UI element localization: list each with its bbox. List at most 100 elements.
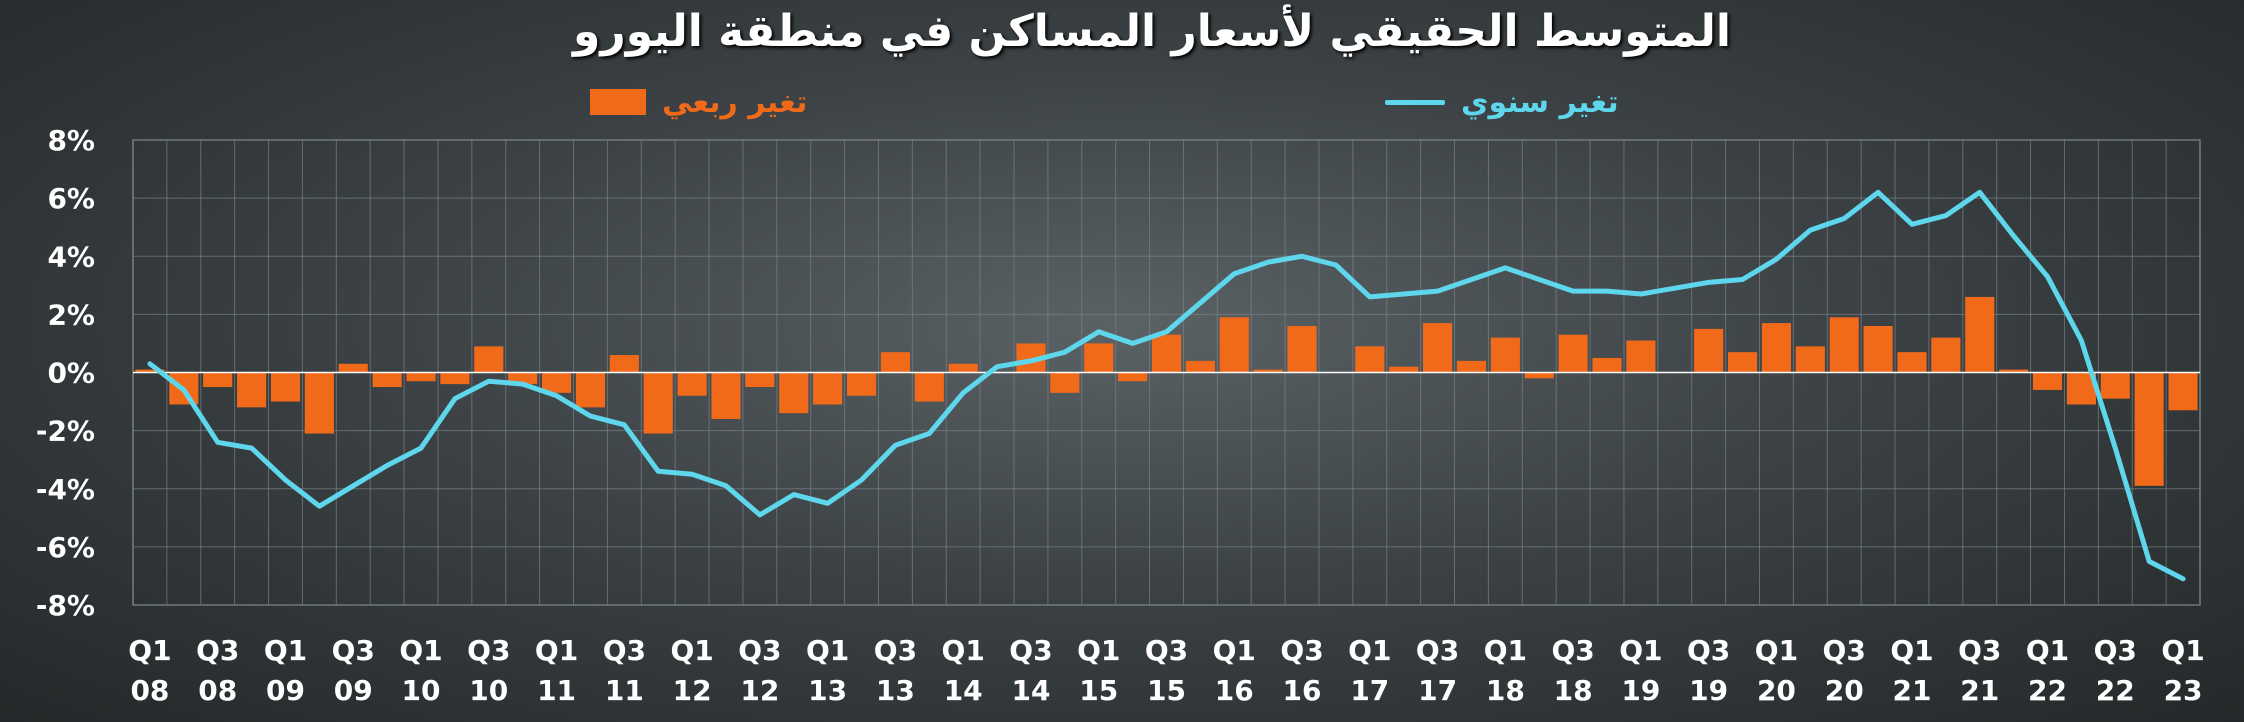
bar-quarterly: [372, 372, 402, 388]
x-tick-year: 15: [1147, 674, 1186, 707]
bar-quarterly: [508, 372, 538, 385]
x-tick-quarter: Q3: [2094, 634, 2137, 667]
bar-quarterly: [1626, 340, 1656, 373]
bar-quarterly: [813, 372, 843, 405]
x-tick-quarter: Q3: [1416, 634, 1459, 667]
x-tick-quarter: Q1: [128, 634, 171, 667]
x-tick-year: 23: [2164, 674, 2203, 707]
x-tick-year: 11: [537, 674, 576, 707]
x-tick-quarter: Q3: [738, 634, 781, 667]
x-tick-quarter: Q1: [2161, 634, 2204, 667]
x-tick-quarter: Q1: [1619, 634, 1662, 667]
bar-quarterly: [914, 372, 944, 402]
bar-quarterly: [643, 372, 673, 434]
y-tick-label: -2%: [36, 415, 95, 448]
x-tick-quarter: Q3: [1009, 634, 1052, 667]
bar-quarterly: [1050, 372, 1080, 393]
bar-quarterly: [711, 372, 741, 419]
bar-quarterly: [1592, 357, 1622, 373]
bar-quarterly: [677, 372, 707, 396]
bar-quarterly: [1490, 337, 1520, 373]
y-tick-label: 8%: [47, 124, 95, 157]
x-tick-year: 19: [1621, 674, 1660, 707]
bar-quarterly: [1694, 328, 1724, 373]
bar-quarterly: [880, 352, 910, 373]
bar-quarterly: [135, 369, 165, 373]
x-tick-year: 20: [1757, 674, 1796, 707]
x-tick-quarter: Q3: [1958, 634, 2001, 667]
legend-quarterly-label: تغير ربعي: [662, 84, 808, 120]
y-tick-label: -6%: [36, 531, 95, 564]
y-tick-label: 2%: [47, 298, 95, 331]
x-tick-quarter: Q1: [264, 634, 307, 667]
bar-quarterly: [2032, 372, 2063, 390]
x-tick-quarter: Q3: [1687, 634, 1730, 667]
x-tick-year: 17: [1350, 674, 1389, 707]
bar-series-quarterly: [135, 296, 2198, 486]
bar-quarterly: [1524, 372, 1554, 379]
x-tick-quarter: Q1: [1077, 634, 1120, 667]
bar-quarterly: [1151, 334, 1182, 373]
x-tick-year: 14: [944, 674, 983, 707]
bar-quarterly: [1965, 296, 1995, 373]
x-tick-quarter: Q1: [1213, 634, 1256, 667]
bar-quarterly: [609, 355, 639, 373]
x-tick-quarter: Q3: [1145, 634, 1188, 667]
bar-quarterly: [406, 372, 436, 382]
x-tick-year: 11: [605, 674, 644, 707]
bar-quarterly: [1389, 366, 1419, 373]
bar-quarterly: [1287, 326, 1317, 373]
y-tick-label: -8%: [36, 589, 95, 622]
x-tick-year: 14: [1011, 674, 1050, 707]
x-tick-year: 19: [1689, 674, 1728, 707]
bar-quarterly: [1897, 352, 1927, 373]
bar-quarterly: [237, 372, 267, 408]
line-series-annual: [147, 189, 2186, 582]
bar-quarterly: [1829, 317, 1859, 373]
y-axis: 8% 6% 4% 2% 0% -2% -4% -6% -8%: [36, 124, 95, 622]
x-tick-year: 09: [334, 674, 373, 707]
x-tick-quarter: Q1: [1348, 634, 1391, 667]
x-tick-year: 12: [673, 674, 712, 707]
y-tick-label: 6%: [47, 182, 95, 215]
x-tick-quarter: Q1: [806, 634, 849, 667]
x-tick-year: 20: [1825, 674, 1864, 707]
bar-quarterly: [2100, 372, 2130, 399]
bar-quarterly: [304, 372, 334, 434]
bar-quarterly: [2134, 372, 2164, 486]
bar-quarterly: [1795, 346, 1825, 373]
x-tick-quarter: Q3: [874, 634, 917, 667]
x-tick-year: 16: [1215, 674, 1254, 707]
x-tick-quarter: Q3: [603, 634, 646, 667]
x-tick-quarter: Q1: [2026, 634, 2069, 667]
x-tick-year: 18: [1554, 674, 1593, 707]
bar-quarterly: [1219, 317, 1249, 373]
bar-quarterly: [1456, 360, 1487, 373]
x-tick-quarter: Q3: [1551, 634, 1594, 667]
x-tick-year: 12: [740, 674, 779, 707]
bar-quarterly: [1253, 369, 1283, 373]
x-tick-quarter: Q3: [467, 634, 510, 667]
bar-quarterly: [1423, 323, 1453, 373]
x-tick-year: 22: [2028, 674, 2067, 707]
legend-annual-label: تغير سنوي: [1461, 84, 1619, 120]
x-tick-quarter: Q3: [332, 634, 375, 667]
x-tick-year: 13: [876, 674, 915, 707]
x-tick-quarter: Q1: [1484, 634, 1527, 667]
chart-title: المتوسط الحقيقي لأسعار المساكن في منطقة …: [573, 6, 1731, 57]
bar-quarterly: [1863, 326, 1893, 373]
bar-quarterly: [1558, 334, 1588, 373]
x-tick-year: 21: [1960, 674, 1999, 707]
bar-quarterly: [1931, 337, 1961, 373]
bar-quarterly: [1118, 372, 1148, 382]
bar-quarterly: [474, 346, 504, 373]
bar-quarterly: [1761, 323, 1792, 373]
bar-quarterly: [2168, 372, 2198, 411]
x-tick-year: 13: [808, 674, 847, 707]
x-tick-year: 18: [1486, 674, 1525, 707]
legend-annual: تغير سنوي: [1385, 80, 1619, 124]
bar-quarterly: [846, 372, 877, 396]
bar-quarterly: [575, 372, 606, 408]
x-tick-quarter: Q1: [399, 634, 442, 667]
